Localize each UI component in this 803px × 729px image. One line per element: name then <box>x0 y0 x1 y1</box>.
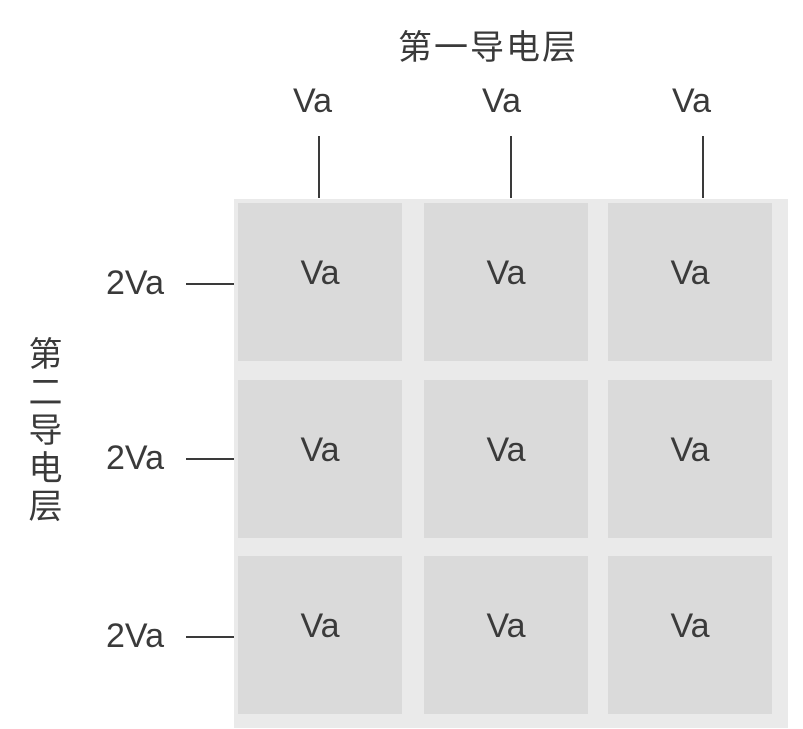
column-header-label: Va <box>482 82 521 121</box>
grid-cell-label: Va <box>486 431 525 470</box>
grid-cell-label: Va <box>300 607 339 646</box>
row-header-label: 2Va <box>106 264 164 303</box>
grid-cell-label: Va <box>486 254 525 293</box>
grid-cell: Va <box>238 556 402 714</box>
left-axis-title: 第二导电层 <box>18 336 67 526</box>
column-header-label: Va <box>672 82 711 121</box>
grid-cell-label: Va <box>486 607 525 646</box>
row-tick <box>186 636 234 638</box>
grid-cell: Va <box>238 203 402 361</box>
grid-cell: Va <box>608 380 772 538</box>
row-header-label: 2Va <box>106 439 164 478</box>
top-axis-title: 第一导电层 <box>398 20 578 69</box>
grid-cell: Va <box>238 380 402 538</box>
grid-cell-label: Va <box>670 607 709 646</box>
row-tick <box>186 458 234 460</box>
grid-cell-label: Va <box>300 254 339 293</box>
grid-cell-label: Va <box>300 431 339 470</box>
grid-cell-label: Va <box>670 254 709 293</box>
grid-cell: Va <box>424 556 588 714</box>
row-header-label: 2Va <box>106 617 164 656</box>
grid-cell: Va <box>608 203 772 361</box>
grid-cell: Va <box>608 556 772 714</box>
column-tick <box>702 136 704 198</box>
column-tick <box>318 136 320 198</box>
grid-cell-label: Va <box>670 431 709 470</box>
diagram-stage: Va Va Va Va Va Va Va Va Va 第一导电层第二导电层 Va Va Va 2Va 2Va… <box>0 0 803 729</box>
grid-cell: Va <box>424 203 588 361</box>
grid-cell: Va <box>424 380 588 538</box>
row-tick <box>186 283 234 285</box>
column-tick <box>510 136 512 198</box>
column-header-label: Va <box>293 82 332 121</box>
